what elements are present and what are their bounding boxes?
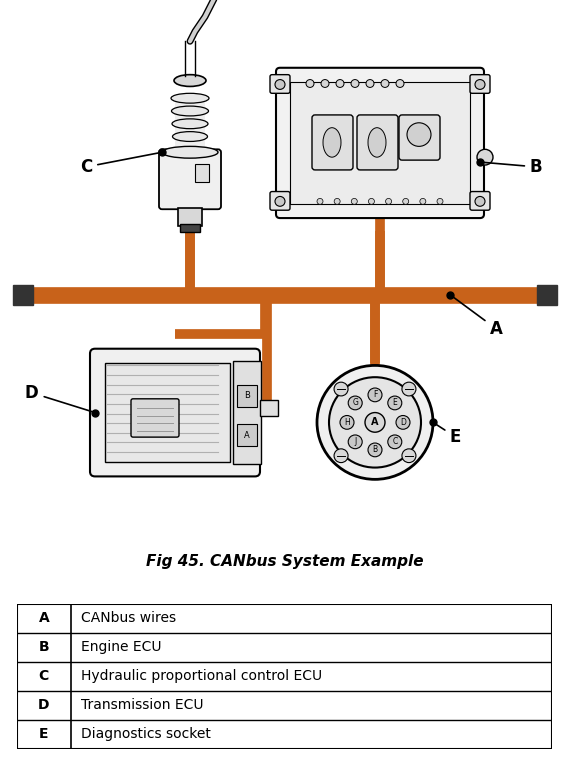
FancyBboxPatch shape <box>470 192 490 210</box>
Circle shape <box>402 448 416 462</box>
Text: D: D <box>25 384 92 412</box>
Ellipse shape <box>172 131 208 141</box>
Circle shape <box>334 448 348 462</box>
FancyBboxPatch shape <box>312 115 353 170</box>
Text: F: F <box>373 390 377 400</box>
Circle shape <box>477 149 493 165</box>
FancyBboxPatch shape <box>276 68 484 218</box>
Circle shape <box>275 79 285 89</box>
Text: A: A <box>39 611 49 625</box>
FancyBboxPatch shape <box>270 75 290 93</box>
Bar <box>180 224 200 231</box>
Text: H: H <box>344 418 350 427</box>
Text: B: B <box>39 640 49 654</box>
Circle shape <box>351 199 357 204</box>
Circle shape <box>351 79 359 87</box>
Circle shape <box>317 365 433 479</box>
Circle shape <box>420 199 426 204</box>
Text: E: E <box>435 424 461 446</box>
Text: Hydraulic proportional control ECU: Hydraulic proportional control ECU <box>81 669 323 683</box>
Ellipse shape <box>323 128 341 157</box>
Text: A: A <box>452 296 503 338</box>
Text: J: J <box>354 437 356 446</box>
Circle shape <box>366 79 374 87</box>
Text: A: A <box>244 431 250 439</box>
Bar <box>178 209 202 226</box>
Text: E: E <box>39 727 48 741</box>
Circle shape <box>336 79 344 87</box>
Circle shape <box>437 199 443 204</box>
Circle shape <box>368 443 382 457</box>
Bar <box>175 96 205 149</box>
Circle shape <box>402 382 416 396</box>
Text: C: C <box>392 437 397 446</box>
Circle shape <box>475 196 485 206</box>
Circle shape <box>348 435 362 448</box>
Text: B: B <box>244 391 250 400</box>
Ellipse shape <box>162 147 218 158</box>
Bar <box>13 285 33 305</box>
FancyBboxPatch shape <box>399 115 440 160</box>
Text: Diagnostics socket: Diagnostics socket <box>81 727 211 741</box>
Text: B: B <box>483 158 543 176</box>
Circle shape <box>348 396 362 410</box>
FancyBboxPatch shape <box>90 348 260 477</box>
FancyBboxPatch shape <box>159 149 221 209</box>
Circle shape <box>369 199 374 204</box>
Circle shape <box>368 388 382 402</box>
Text: G: G <box>352 399 358 407</box>
Circle shape <box>396 416 410 429</box>
Bar <box>290 82 470 204</box>
Bar <box>105 364 230 461</box>
Text: E: E <box>393 399 397 407</box>
Circle shape <box>317 199 323 204</box>
Circle shape <box>275 196 285 206</box>
Text: D: D <box>400 418 406 427</box>
FancyBboxPatch shape <box>270 192 290 210</box>
Circle shape <box>329 377 421 468</box>
Text: Fig 45. CANbus System Example: Fig 45. CANbus System Example <box>146 554 423 569</box>
Text: B: B <box>373 445 378 455</box>
FancyBboxPatch shape <box>357 115 398 170</box>
Circle shape <box>386 199 391 204</box>
Circle shape <box>475 79 485 89</box>
Bar <box>237 385 257 406</box>
Circle shape <box>388 435 402 448</box>
Circle shape <box>334 382 348 396</box>
Circle shape <box>381 79 389 87</box>
Circle shape <box>334 199 340 204</box>
Ellipse shape <box>174 75 206 86</box>
Bar <box>537 285 557 305</box>
Text: C: C <box>39 669 49 683</box>
Circle shape <box>403 199 409 204</box>
Text: Transmission ECU: Transmission ECU <box>81 698 204 712</box>
Text: A: A <box>371 417 379 427</box>
Circle shape <box>340 416 354 429</box>
FancyBboxPatch shape <box>131 399 179 437</box>
Circle shape <box>306 79 314 87</box>
Text: CANbus wires: CANbus wires <box>81 611 176 625</box>
Ellipse shape <box>172 119 208 128</box>
Circle shape <box>321 79 329 87</box>
Text: D: D <box>38 698 50 712</box>
Text: Engine ECU: Engine ECU <box>81 640 162 654</box>
Ellipse shape <box>368 128 386 157</box>
Circle shape <box>396 79 404 87</box>
Bar <box>233 361 261 464</box>
Circle shape <box>407 123 431 147</box>
Bar <box>195 164 209 182</box>
Bar <box>237 424 257 446</box>
Circle shape <box>365 413 385 432</box>
Bar <box>260 400 278 416</box>
Text: C: C <box>80 153 159 176</box>
Ellipse shape <box>171 106 208 116</box>
Circle shape <box>388 396 402 410</box>
FancyBboxPatch shape <box>470 75 490 93</box>
Ellipse shape <box>171 93 209 103</box>
